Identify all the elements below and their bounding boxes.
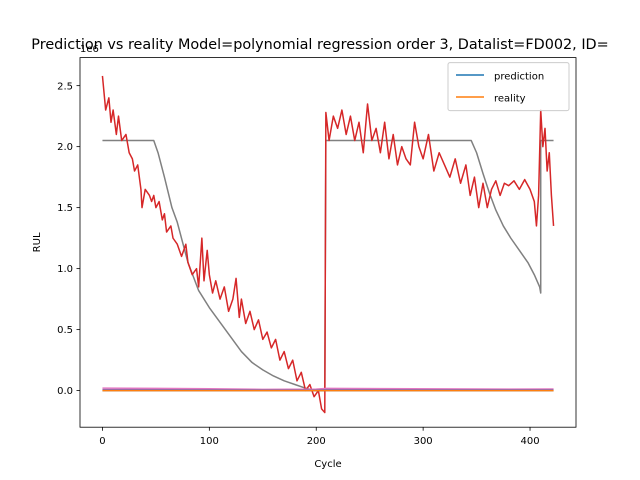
plot-frame: [79, 57, 577, 428]
x-tick-label-1: 100: [200, 436, 219, 447]
x-axis-label: Cycle: [314, 459, 341, 470]
y-tick-label-5: 2.5: [57, 81, 73, 92]
x-tick-label-4: 400: [520, 436, 539, 447]
series-line-2: [102, 387, 554, 391]
y-ticks: 0.0 0.5 1.0 1.5 2.0 2.5: [57, 81, 80, 397]
y-axis-label: RUL: [32, 232, 43, 252]
x-ticks: 0 100 200 300 400: [99, 427, 540, 447]
x-tick-label-0: 0: [99, 436, 105, 447]
y-tick-label-2: 1.0: [57, 264, 73, 275]
x-tick-label-3: 300: [414, 436, 433, 447]
chart-title: Prediction vs reality Model=polynomial r…: [31, 37, 608, 53]
y-offset-text: 1e6: [80, 44, 99, 55]
y-tick-label-4: 2.0: [57, 142, 73, 153]
y-tick-label-1: 0.5: [57, 325, 73, 336]
y-tick-label-0: 0.0: [57, 386, 73, 397]
x-tick-label-2: 200: [307, 436, 326, 447]
series-layer: [101, 75, 555, 414]
legend-prediction-label: prediction: [494, 72, 544, 83]
legend: prediction reality: [447, 62, 570, 112]
y-tick-label-3: 1.5: [57, 203, 73, 214]
plot-area: [80, 57, 576, 428]
legend-reality-label: reality: [494, 94, 526, 105]
series-line-1: [101, 75, 555, 414]
